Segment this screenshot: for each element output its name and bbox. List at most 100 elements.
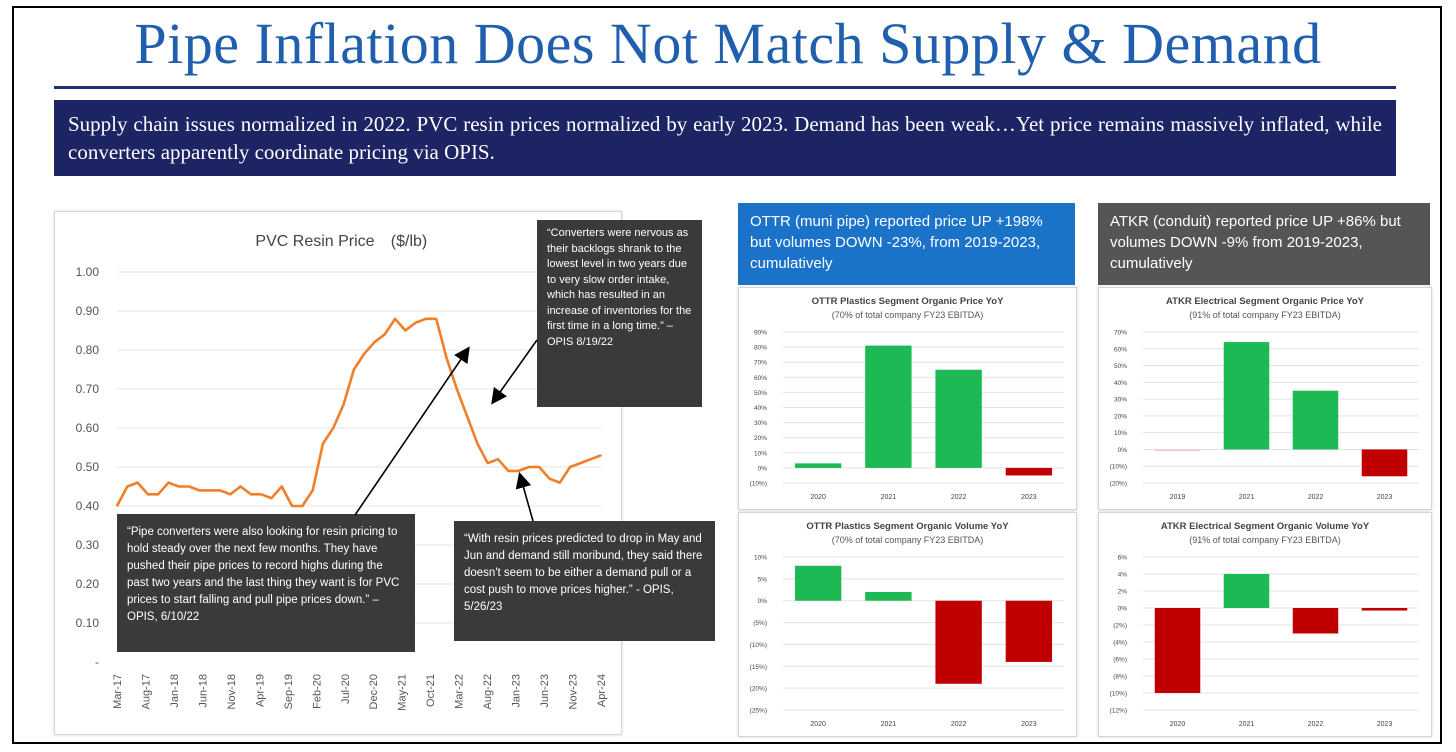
slide-title: Pipe Inflation Does Not Match Supply & D… [134, 11, 1322, 76]
data-point-Oct-23 [548, 477, 551, 480]
data-point-Jan-23 [497, 458, 499, 460]
data-point-Jan-24 [569, 466, 571, 468]
y-tick-label: 30% [754, 420, 767, 427]
data-point-May-20 [301, 505, 304, 507]
x-tick-label: 2021 [1239, 721, 1255, 728]
chart-subtitle: (91% of total company FY23 EBITDA) [1189, 310, 1341, 320]
y-tick-label: 4% [1118, 572, 1128, 579]
bar-2022 [1292, 390, 1339, 450]
y-tick-label: 0% [758, 465, 768, 472]
x-tick-label: 2023 [1021, 494, 1037, 501]
y-tick-label: (4%) [1113, 640, 1127, 647]
data-point-Apr-24 [589, 458, 592, 460]
y-tick-label: (25%) [750, 708, 767, 715]
data-point-Sep-19 [260, 493, 262, 496]
y-tick-label: (10%) [1110, 464, 1127, 471]
y-tick-label: - [95, 655, 99, 669]
data-point-Aug-19 [250, 493, 252, 496]
y-tick-label: 60% [1114, 346, 1127, 353]
y-tick-label: 0% [1118, 606, 1128, 613]
y-tick-label: 1.00 [76, 265, 100, 279]
ottr-header: OTTR (muni pipe) reported price UP +198%… [738, 203, 1075, 285]
bar-2022 [935, 600, 982, 684]
x-tick-label: Aug-22 [482, 674, 494, 709]
y-tick-label: 50% [754, 390, 767, 397]
bar-2023 [1361, 449, 1408, 477]
y-tick-label: 0% [758, 598, 768, 605]
x-tick-label: Apr-19 [254, 674, 266, 707]
y-tick-label: 0.70 [76, 382, 100, 396]
y-tick-label: (5%) [753, 620, 767, 627]
data-point-Mar-23 [507, 470, 510, 472]
y-tick-label: (10%) [1110, 691, 1127, 698]
bar-2021 [1223, 574, 1270, 608]
data-point-Aug-17 [147, 493, 149, 496]
x-tick-label: 2022 [951, 721, 967, 728]
data-point-Jan-19 [219, 489, 221, 492]
summary-banner: Supply chain issues normalized in 2022. … [54, 100, 1396, 176]
atkr-volume-chart: ATKR Electrical Segment Organic Volume Y… [1110, 521, 1419, 728]
chart-subtitle: (70% of total company FY23 EBITDA) [832, 535, 984, 545]
x-tick-label: 2022 [951, 494, 967, 501]
x-tick-label: 2022 [1308, 721, 1324, 728]
chart-title: OTTR Plastics Segment Organic Volume YoY [806, 521, 1009, 532]
bar-2022 [935, 369, 982, 468]
title-divider [54, 86, 1396, 89]
y-tick-label: (6%) [1113, 657, 1127, 664]
x-tick-label: Mar-22 [454, 674, 466, 709]
y-tick-label: 40% [1114, 380, 1127, 387]
data-point-Jul-17 [136, 481, 139, 484]
data-point-Dec-20 [342, 403, 345, 406]
y-tick-label: 70% [754, 360, 767, 367]
bar-2019 [1154, 449, 1201, 452]
y-tick-label: 10% [1114, 430, 1127, 437]
bar-2022 [1292, 608, 1339, 634]
bar-2023 [1005, 600, 1053, 662]
x-tick-label: Apr-24 [596, 674, 608, 707]
chart-title: ATKR Electrical Segment Organic Price Yo… [1166, 296, 1365, 307]
y-tick-label: 70% [1114, 330, 1127, 337]
data-point-Apr-19 [229, 493, 232, 496]
data-point-Apr-23 [517, 470, 520, 472]
data-point-Sep-20 [322, 442, 324, 445]
data-point-Dec-19 [270, 497, 273, 500]
resin-price-line [115, 317, 602, 508]
x-tick-label: 2022 [1308, 494, 1324, 501]
data-point-Jan-18 [167, 481, 170, 484]
chart-title: PVC Resin Price [255, 233, 374, 250]
data-point-May-22 [445, 357, 448, 359]
y-tick-label: 5% [758, 576, 768, 583]
x-tick-label: 2023 [1021, 721, 1037, 728]
callout-opis-5-26-23: “With resin prices predicted to drop in … [454, 521, 715, 641]
data-point-Oct-17 [157, 493, 159, 496]
data-point-Jul-21 [383, 333, 386, 336]
x-tick-label: Aug-17 [140, 674, 152, 709]
callout-opis-8-19-22: “Converters were nervous as their backlo… [537, 220, 702, 407]
chart-title: ATKR Electrical Segment Organic Volume Y… [1161, 521, 1370, 532]
chart-subtitle: (91% of total company FY23 EBITDA) [1189, 535, 1341, 545]
atkr-volume-panel: ATKR Electrical Segment Organic Volume Y… [1098, 512, 1432, 737]
atkr-price-chart: ATKR Electrical Segment Organic Price Yo… [1110, 296, 1419, 501]
x-tick-label: Nov-23 [568, 674, 580, 709]
data-point-Apr-20 [291, 505, 293, 507]
y-tick-label: (12%) [1110, 708, 1127, 715]
bar-2020 [794, 565, 842, 601]
y-tick-label: (10%) [750, 642, 767, 649]
x-tick-label: Jan-23 [511, 674, 523, 708]
x-tick-label: 2019 [1170, 494, 1186, 501]
data-point-Oct-21 [404, 329, 407, 332]
y-tick-label: 0.10 [76, 616, 100, 630]
y-tick-label: 40% [754, 405, 767, 412]
data-point-Jul-20 [311, 489, 314, 492]
data-point-Aug-18 [198, 489, 201, 492]
data-point-Mar-22 [435, 318, 438, 320]
y-tick-label: 0.50 [76, 460, 100, 474]
data-point-Oct-22 [476, 442, 479, 445]
y-tick-label: (2%) [1113, 623, 1127, 630]
ottr-price-panel: OTTR Plastics Segment Organic Price YoY (… [738, 287, 1077, 510]
x-tick-label: 2020 [810, 721, 826, 728]
ottr-price-chart: OTTR Plastics Segment Organic Price YoY (… [750, 296, 1064, 501]
y-tick-label: 0.20 [76, 577, 100, 591]
ottr-volume-panel: OTTR Plastics Segment Organic Volume YoY… [738, 512, 1077, 737]
chart-title: OTTR Plastics Segment Organic Price YoY [812, 296, 1004, 307]
